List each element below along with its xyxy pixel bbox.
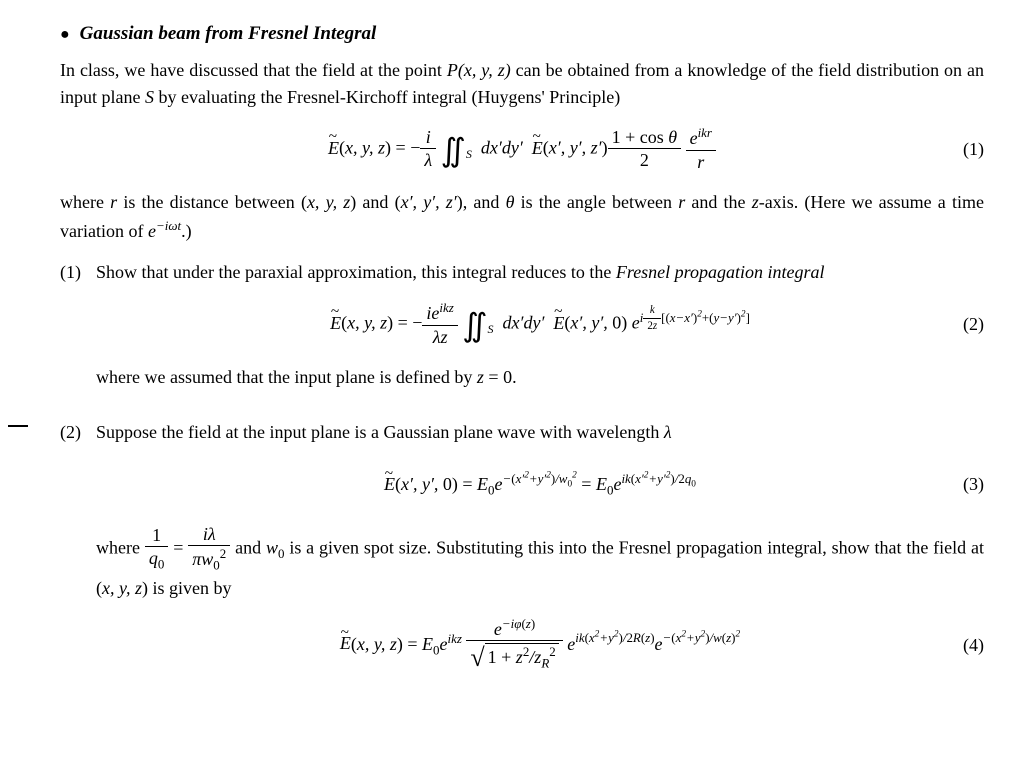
item1-em: Fresnel propagation integral (616, 262, 825, 282)
equation-1: E(x, y, z) = −iλ ∬S dx′dy′ E(x′, y′, z′)… (60, 125, 984, 175)
subitem-2: (2) Suppose the field at the input plane… (60, 419, 984, 446)
heading-row: ● Gaussian beam from Fresnel Integral (60, 20, 984, 49)
where-8: .) (181, 221, 192, 241)
eq3-body: E(x′, y′, 0) = E0e−(x′2+y′2)/w02 = E0eik… (384, 469, 696, 500)
where-3: and (356, 192, 394, 212)
where-1: where (60, 192, 110, 212)
intro-P: P(x, y, z) (447, 60, 511, 80)
bullet-icon: ● (60, 23, 70, 47)
intro-text-3: by evaluating the Fresnel-Kirchoff integ… (154, 87, 620, 107)
where-paragraph: where r is the distance between (x, y, z… (60, 189, 984, 245)
where-6: and the (685, 192, 751, 212)
item2-where1: where (96, 537, 145, 557)
item1-after-text: where we assumed that the input plane is… (96, 367, 477, 387)
subitem-2-num: (2) (60, 419, 96, 446)
subitem-2-text: Suppose the field at the input plane is … (96, 419, 984, 446)
where-2: is the distance between (117, 192, 301, 212)
eq2-body: E(x, y, z) = −ieikzλz ∬S dx′dy′ E(x′, y′… (330, 300, 750, 349)
where-expsup: −iωt (156, 218, 181, 233)
eq1-body: E(x, y, z) = −iλ ∬S dx′dy′ E(x′, y′, z′)… (328, 125, 716, 174)
where-5: is the angle between (514, 192, 678, 212)
equation-3: E(x′, y′, 0) = E0e−(x′2+y′2)/w02 = E0eik… (96, 460, 984, 510)
subitem-1-text: Show that under the paraxial approximati… (96, 259, 984, 286)
item2-where: where 1q0 = iλπw02 and w0 is a given spo… (96, 524, 984, 602)
intro-text-1: In class, we have discussed that the fie… (60, 60, 447, 80)
equation-2: E(x, y, z) = −ieikzλz ∬S dx′dy′ E(x′, y′… (96, 300, 984, 350)
item2-lambda: λ (664, 422, 672, 442)
item2-where2: and (230, 537, 266, 557)
item1-period: . (512, 367, 517, 387)
subitem-1-num: (1) (60, 259, 96, 286)
eq3-number: (3) (963, 471, 984, 498)
section-heading: Gaussian beam from Fresnel Integral (80, 20, 377, 49)
eq4-body: E(x, y, z) = E0eikz e−iφ(z)√1 + z2/zR2 e… (340, 616, 740, 675)
margin-tick-icon (8, 425, 28, 427)
where-z: z (752, 192, 759, 212)
equation-4: E(x, y, z) = E0eikz e−iφ(z)√1 + z2/zR2 e… (96, 616, 984, 675)
intro-paragraph: In class, we have discussed that the fie… (60, 57, 984, 111)
where-4: , and (463, 192, 506, 212)
item1-text1: Show that under the paraxial approximati… (96, 262, 616, 282)
item1-after: where we assumed that the input plane is… (96, 364, 984, 391)
subitem-1: (1) Show that under the paraxial approxi… (60, 259, 984, 286)
eq2-number: (2) (963, 311, 984, 338)
item2-where4: is given by (148, 578, 232, 598)
eq1-number: (1) (963, 136, 984, 163)
item2-where3: is a given spot size. Substituting this … (284, 537, 984, 557)
eq4-number: (4) (963, 632, 984, 659)
intro-S: S (145, 87, 154, 107)
item2-text1: Suppose the field at the input plane is … (96, 422, 664, 442)
